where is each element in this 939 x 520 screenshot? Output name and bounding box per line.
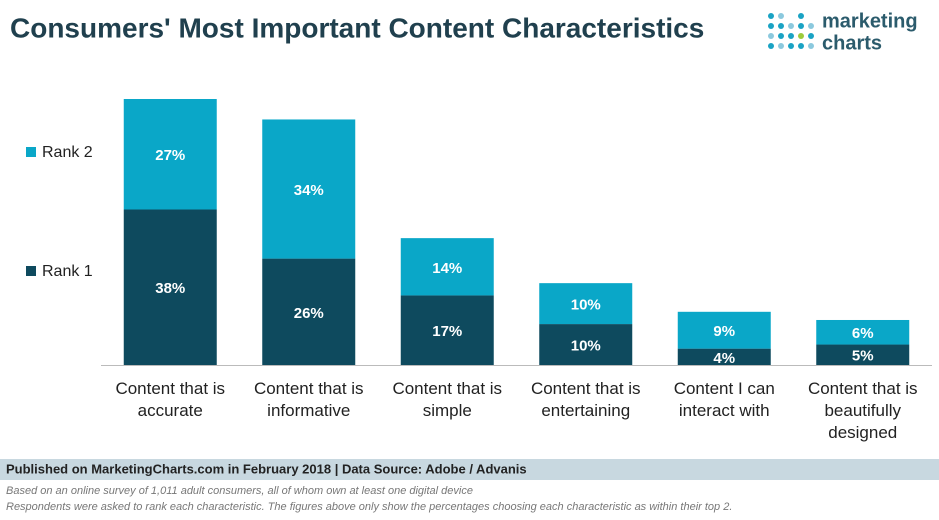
value-label: 9% [713, 323, 735, 340]
footer-note: Based on an online survey of 1,011 adult… [6, 485, 473, 497]
bar-segment [400, 238, 494, 296]
value-label: 10% [571, 297, 601, 314]
x-tick-label-line: simple [423, 401, 472, 420]
value-label: 5% [852, 348, 874, 365]
bar-segment [123, 209, 217, 365]
legend-label: Rank 1 [42, 263, 93, 280]
x-tick-label-line: Content that is [531, 379, 641, 398]
x-tick-label-line: Content that is [254, 379, 364, 398]
x-tick-label-line: beautifully [824, 401, 901, 420]
x-tick-label: Content that is informative [254, 379, 364, 420]
bar-segment [400, 295, 494, 365]
footer-note: Respondents were asked to rank each char… [6, 501, 732, 513]
footer-band [0, 459, 939, 480]
bar-segment [262, 119, 356, 259]
value-label: 6% [852, 325, 874, 342]
legend-swatch [26, 147, 36, 157]
bar-segment [123, 99, 217, 210]
chart-title: Consumers' Most Important Content Charac… [10, 12, 704, 43]
value-label: 17% [432, 323, 462, 340]
x-tick-label: Content I can interact with [674, 379, 775, 420]
x-tick-label-line: Content that is [115, 379, 225, 398]
legend-swatch [26, 266, 36, 276]
bar-segment [539, 324, 633, 365]
logo-text: charts [822, 32, 882, 54]
x-tick-label-line: Content I can [674, 379, 775, 398]
x-tick-label-line: Content that is [392, 379, 502, 398]
footer-published: Published on MarketingCharts.com in Febr… [6, 461, 527, 476]
x-tick-label-line: designed [828, 423, 897, 442]
bar-segment [677, 311, 771, 349]
x-tick-label-line: entertaining [541, 401, 630, 420]
value-label: 38% [155, 280, 185, 297]
x-tick-label: Content that is entertaining [531, 379, 641, 420]
legend-label: Rank 2 [42, 144, 93, 161]
bar-segment [816, 319, 910, 345]
bar-segment [539, 283, 633, 325]
value-label: 34% [294, 182, 324, 199]
value-label: 10% [571, 338, 601, 355]
logo-dots [768, 13, 814, 49]
x-tick-label: Content that is simple [392, 379, 502, 420]
value-label: 26% [294, 305, 324, 322]
x-tick-label-line: interact with [679, 401, 770, 420]
x-tick-label-line: Content that is [808, 379, 918, 398]
x-tick-label: Content that is beautifully designed [808, 379, 918, 442]
value-label: 4% [713, 350, 735, 367]
value-label: 14% [432, 260, 462, 277]
bar-segment [677, 348, 771, 365]
logo-text: marketing [822, 10, 918, 32]
x-tick-label: Content that is accurate [115, 379, 225, 420]
bar-segment [262, 258, 356, 365]
x-tick-label-line: accurate [138, 401, 203, 420]
x-tick-label-line: informative [267, 401, 350, 420]
bar-segment [816, 344, 910, 365]
value-label: 27% [155, 147, 185, 164]
